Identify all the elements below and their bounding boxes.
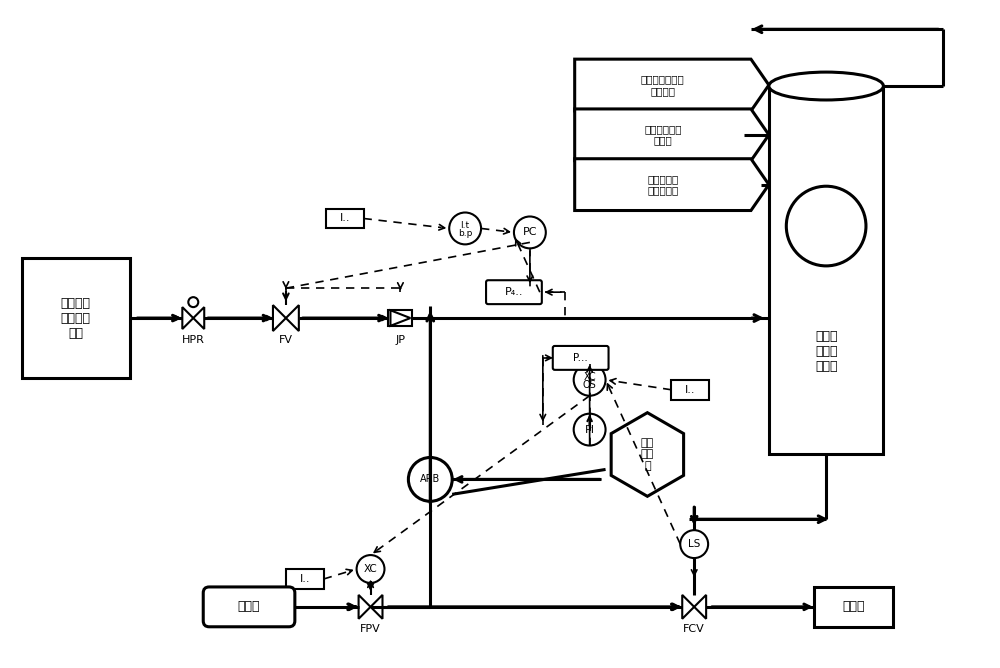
Circle shape: [574, 364, 606, 395]
Text: OS: OS: [583, 380, 597, 390]
Polygon shape: [682, 595, 694, 619]
Text: I..: I..: [339, 214, 350, 224]
Polygon shape: [694, 595, 706, 619]
Text: FCV: FCV: [683, 624, 705, 634]
Text: HPR: HPR: [182, 335, 205, 345]
Text: 来自阴极扩
散的水蒸气: 来自阴极扩 散的水蒸气: [647, 174, 678, 196]
FancyBboxPatch shape: [22, 259, 130, 378]
Polygon shape: [371, 595, 382, 619]
Text: 排水管: 排水管: [842, 601, 865, 613]
Circle shape: [680, 530, 708, 558]
Text: I.t: I.t: [461, 221, 470, 230]
FancyBboxPatch shape: [814, 587, 893, 627]
FancyBboxPatch shape: [671, 380, 709, 399]
Text: P...: P...: [573, 353, 588, 363]
Circle shape: [514, 216, 546, 248]
Text: PC: PC: [523, 227, 537, 237]
Polygon shape: [390, 311, 410, 326]
Text: b.p: b.p: [458, 229, 472, 238]
Text: 通风口: 通风口: [238, 601, 260, 613]
Text: 气液
分离
器: 气液 分离 器: [641, 438, 654, 471]
FancyBboxPatch shape: [486, 280, 542, 304]
Text: ARB: ARB: [420, 474, 440, 484]
Text: PI: PI: [585, 425, 595, 435]
Polygon shape: [575, 159, 769, 210]
Text: XC: XC: [583, 372, 596, 382]
Polygon shape: [286, 305, 299, 331]
Text: FPV: FPV: [360, 624, 381, 634]
Polygon shape: [182, 307, 193, 329]
Polygon shape: [575, 59, 769, 111]
FancyBboxPatch shape: [203, 587, 295, 627]
Text: P₄..: P₄..: [505, 287, 523, 297]
FancyBboxPatch shape: [326, 208, 364, 228]
Text: I..: I..: [300, 574, 310, 584]
FancyBboxPatch shape: [769, 86, 883, 454]
Circle shape: [786, 186, 866, 266]
Text: 来自储气
罐的高压
氢气: 来自储气 罐的高压 氢气: [61, 297, 91, 339]
Polygon shape: [273, 305, 286, 331]
Circle shape: [188, 297, 198, 307]
Text: 燃料电
池阳极
反应堆: 燃料电 池阳极 反应堆: [815, 330, 837, 373]
Text: I..: I..: [685, 385, 695, 395]
Text: LS: LS: [688, 539, 700, 549]
Circle shape: [408, 458, 452, 501]
FancyBboxPatch shape: [388, 310, 412, 327]
Circle shape: [449, 212, 481, 244]
Circle shape: [574, 413, 606, 446]
Text: FV: FV: [279, 335, 293, 345]
Polygon shape: [359, 595, 371, 619]
Ellipse shape: [769, 72, 883, 100]
Polygon shape: [611, 413, 684, 496]
Text: 来自阴极扩散
的氮气: 来自阴极扩散 的氮气: [644, 124, 682, 146]
Text: 电气收集氢气输
出给阴极: 电气收集氢气输 出给阴极: [641, 74, 685, 96]
Polygon shape: [575, 109, 769, 161]
Text: JP: JP: [395, 335, 405, 345]
Text: XC: XC: [364, 564, 377, 574]
Circle shape: [357, 555, 384, 583]
FancyBboxPatch shape: [286, 569, 324, 589]
Polygon shape: [193, 307, 204, 329]
FancyBboxPatch shape: [553, 346, 609, 370]
